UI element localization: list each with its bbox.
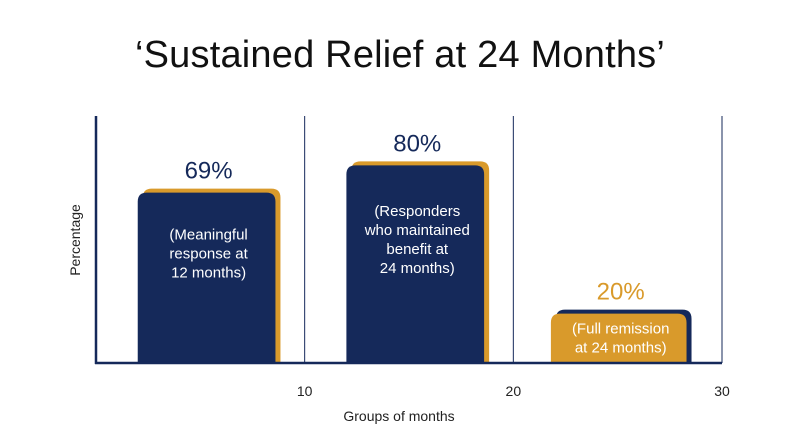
bar-group: 80% (Responders who maintained benefit at 24… <box>346 130 490 363</box>
bar <box>550 313 687 363</box>
bar-description-line: (Full remission <box>572 320 670 337</box>
x-axis-label: Groups of months <box>343 408 454 424</box>
bar-description-line: 24 months) <box>380 260 455 277</box>
bar-description-line: 12 months) <box>171 264 246 281</box>
bar-group: 69% (Meaningful response at 12 months) <box>137 158 281 363</box>
bar-description-line: (Meaningful <box>169 226 247 243</box>
bar-value-label: 80% <box>393 130 441 157</box>
bar-value-label: 69% <box>185 158 233 185</box>
bar-group: 20% (Full remission at 24 months) <box>550 279 692 363</box>
y-axis-label: Percentage <box>67 204 83 276</box>
bar-description-line: benefit at <box>386 241 449 258</box>
bar-description-line: (Responders <box>374 203 460 220</box>
bar-value-label: 20% <box>597 279 645 306</box>
chart-title: ‘Sustained Relief at 24 Months’ <box>134 34 666 76</box>
bar-description-line: at 24 months) <box>575 339 667 356</box>
x-tick-label: 30 <box>714 383 730 399</box>
bar <box>346 165 485 363</box>
bars: 69% (Meaningful response at 12 months) 80% (R… <box>137 130 692 363</box>
x-tick-labels: 10 20 30 <box>297 383 730 399</box>
x-tick-label: 20 <box>506 383 522 399</box>
x-tick-label: 10 <box>297 383 313 399</box>
bar-description-line: response at <box>169 245 248 262</box>
bar <box>137 192 276 363</box>
bar-description-line: who maintained <box>364 222 470 239</box>
grid-lines <box>304 116 723 363</box>
